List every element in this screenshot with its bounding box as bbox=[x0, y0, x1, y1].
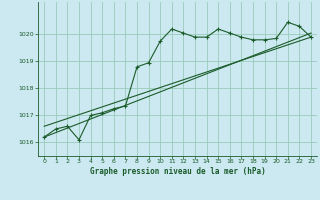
X-axis label: Graphe pression niveau de la mer (hPa): Graphe pression niveau de la mer (hPa) bbox=[90, 167, 266, 176]
